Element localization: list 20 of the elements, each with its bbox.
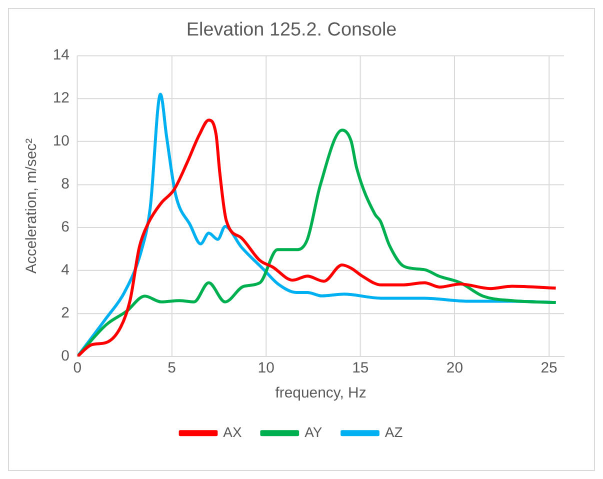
x-tick-label: 0 [73, 360, 82, 377]
x-tick-label: 20 [446, 360, 464, 377]
x-tick-label: 5 [168, 360, 176, 377]
y-tick-label: 2 [61, 304, 70, 322]
y-tick-label: 0 [61, 348, 70, 365]
y-tick-label: 12 [52, 90, 70, 107]
x-axis-title: frequency, Hz [275, 384, 366, 402]
chart-title: Elevation 125.2. Console [186, 20, 397, 41]
y-tick-label: 14 [52, 46, 70, 64]
y-tick-label: 4 [61, 262, 70, 279]
y-tick-label: 8 [61, 176, 70, 193]
x-tick-label: 15 [352, 360, 369, 377]
y-tick-label: 6 [61, 218, 70, 236]
y-tick-label: 10 [52, 132, 70, 150]
x-tick-label: 10 [258, 360, 274, 377]
legend-label: AY [304, 424, 322, 440]
y-axis-title: Acceleration, m/sec² [23, 138, 40, 274]
legend-label: AX [223, 424, 242, 440]
legend-label: AZ [384, 424, 404, 440]
x-tick-label: 25 [540, 360, 558, 377]
